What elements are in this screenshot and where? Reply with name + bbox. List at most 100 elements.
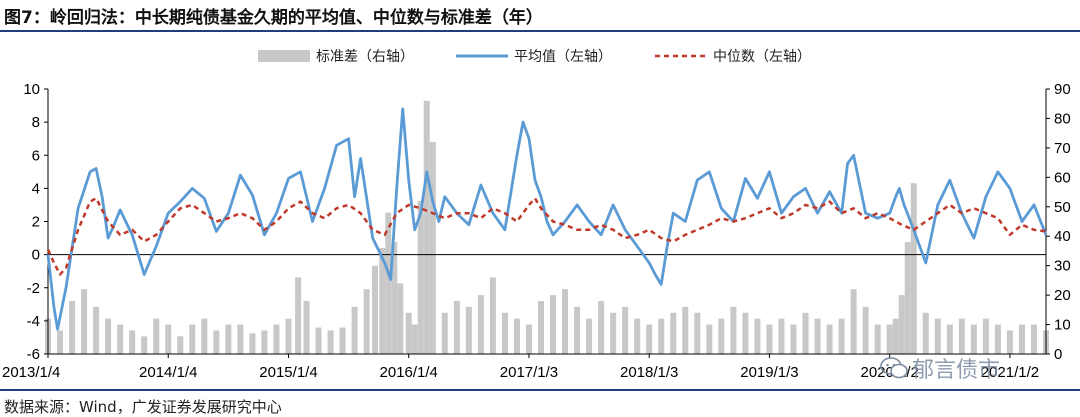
std-bar [453, 301, 460, 354]
std-bar [622, 306, 629, 354]
std-bar [646, 324, 653, 354]
std-bar [922, 312, 929, 354]
std-bar [946, 324, 953, 354]
y-left-tick-label: -2 [27, 280, 40, 297]
std-bar [117, 324, 124, 354]
std-bar [766, 324, 773, 354]
std-bar [537, 301, 544, 354]
std-bar [397, 283, 404, 354]
std-bar [405, 312, 412, 354]
x-tick-label: 2018/1/3 [620, 364, 678, 381]
std-bar [303, 301, 310, 354]
x-tick-label: 2016/1/4 [380, 364, 438, 381]
std-bar [441, 312, 448, 354]
std-bar [562, 289, 569, 354]
std-bar [934, 318, 941, 354]
std-bar [379, 248, 386, 354]
std-bar [1018, 324, 1025, 354]
std-bar [339, 327, 346, 354]
std-bar [670, 312, 677, 354]
std-bar [327, 330, 334, 354]
std-bar [862, 306, 869, 354]
std-bar [958, 318, 965, 354]
y-left-tick-label: 10 [23, 81, 40, 98]
std-bar [57, 330, 64, 354]
mean-series-line [46, 107, 1048, 331]
std-bar [81, 289, 88, 354]
y-left-tick-label: 0 [32, 247, 40, 264]
std-bar [141, 336, 148, 354]
std-bar [201, 318, 208, 354]
y-left-tick-label: 8 [32, 114, 40, 131]
std-bar [814, 318, 821, 354]
legend-label: 标准差（右轴） [316, 49, 414, 65]
std-bar [1006, 330, 1013, 354]
x-tick-label: 2021/1/2 [981, 364, 1039, 381]
std-bar [682, 306, 689, 354]
std-bar [285, 318, 292, 354]
std-bar [802, 312, 809, 354]
std-bar [417, 200, 424, 354]
y-left-tick-label: 4 [32, 180, 40, 197]
std-bar [598, 301, 605, 354]
std-bar [295, 277, 302, 354]
std-bar [550, 295, 557, 354]
footer-divider [0, 389, 1080, 391]
std-bar [501, 312, 508, 354]
std-bar [610, 312, 617, 354]
y-right-tick-label: 50 [1054, 199, 1071, 216]
std-bar [165, 324, 172, 354]
std-bar [904, 242, 911, 354]
y-right-tick-label: 80 [1054, 110, 1071, 127]
std-bar [249, 333, 256, 354]
std-bar [525, 324, 532, 354]
std-bar [778, 318, 785, 354]
legend-label: 平均值（左轴） [514, 49, 612, 65]
std-bar [153, 318, 160, 354]
std-bar [489, 277, 496, 354]
legend-label: 中位数（左轴） [713, 49, 811, 65]
std-bar [69, 301, 76, 354]
y-left-tick-label: -4 [27, 313, 40, 330]
std-bar [850, 289, 857, 354]
std-bar [385, 212, 392, 354]
y-right-tick-label: 30 [1054, 258, 1071, 275]
std-bar [730, 306, 737, 354]
y-right-tick-label: 70 [1054, 140, 1071, 157]
std-bar [261, 330, 268, 354]
std-bar [694, 312, 701, 354]
std-bar [910, 183, 917, 354]
std-bar [706, 324, 713, 354]
std-bar [129, 330, 136, 354]
std-bar [513, 318, 520, 354]
x-tick-label: 2013/1/4 [2, 364, 60, 381]
median-series-line [46, 197, 1047, 276]
std-bar [838, 318, 845, 354]
y-right-tick-label: 20 [1054, 287, 1071, 304]
x-tick-label: 2015/1/4 [259, 364, 317, 381]
std-bar [423, 100, 430, 355]
page-title: 图7：岭回归法：中长期纯债基金久期的平均值、中位数与标准差（年） [4, 8, 543, 28]
std-bar [586, 318, 593, 354]
std-bar [225, 324, 232, 354]
std-bar [892, 318, 899, 354]
std-bar [177, 336, 184, 354]
std-bar [391, 242, 398, 354]
std-bar [315, 327, 322, 354]
y-left-tick-label: 2 [32, 214, 40, 231]
x-tick-label: 2017/1/3 [500, 364, 558, 381]
std-bar [105, 318, 112, 354]
title-divider [0, 30, 1080, 32]
watermark-text: 郁言债市 [912, 358, 1001, 383]
y-right-tick-label: 0 [1054, 346, 1062, 363]
std-bar [898, 295, 905, 354]
y-right-tick-label: 90 [1054, 81, 1071, 98]
y-right-tick-label: 40 [1054, 228, 1071, 245]
wechat-bubble-icon [880, 357, 908, 379]
source-note: 数据来源：Wind，广发证券发展研究中心 [4, 398, 282, 416]
std-bar [213, 330, 220, 354]
std-bar [742, 312, 749, 354]
std-bar [477, 295, 484, 354]
std-bar [363, 289, 370, 354]
x-tick-label: 2019/1/3 [740, 364, 798, 381]
